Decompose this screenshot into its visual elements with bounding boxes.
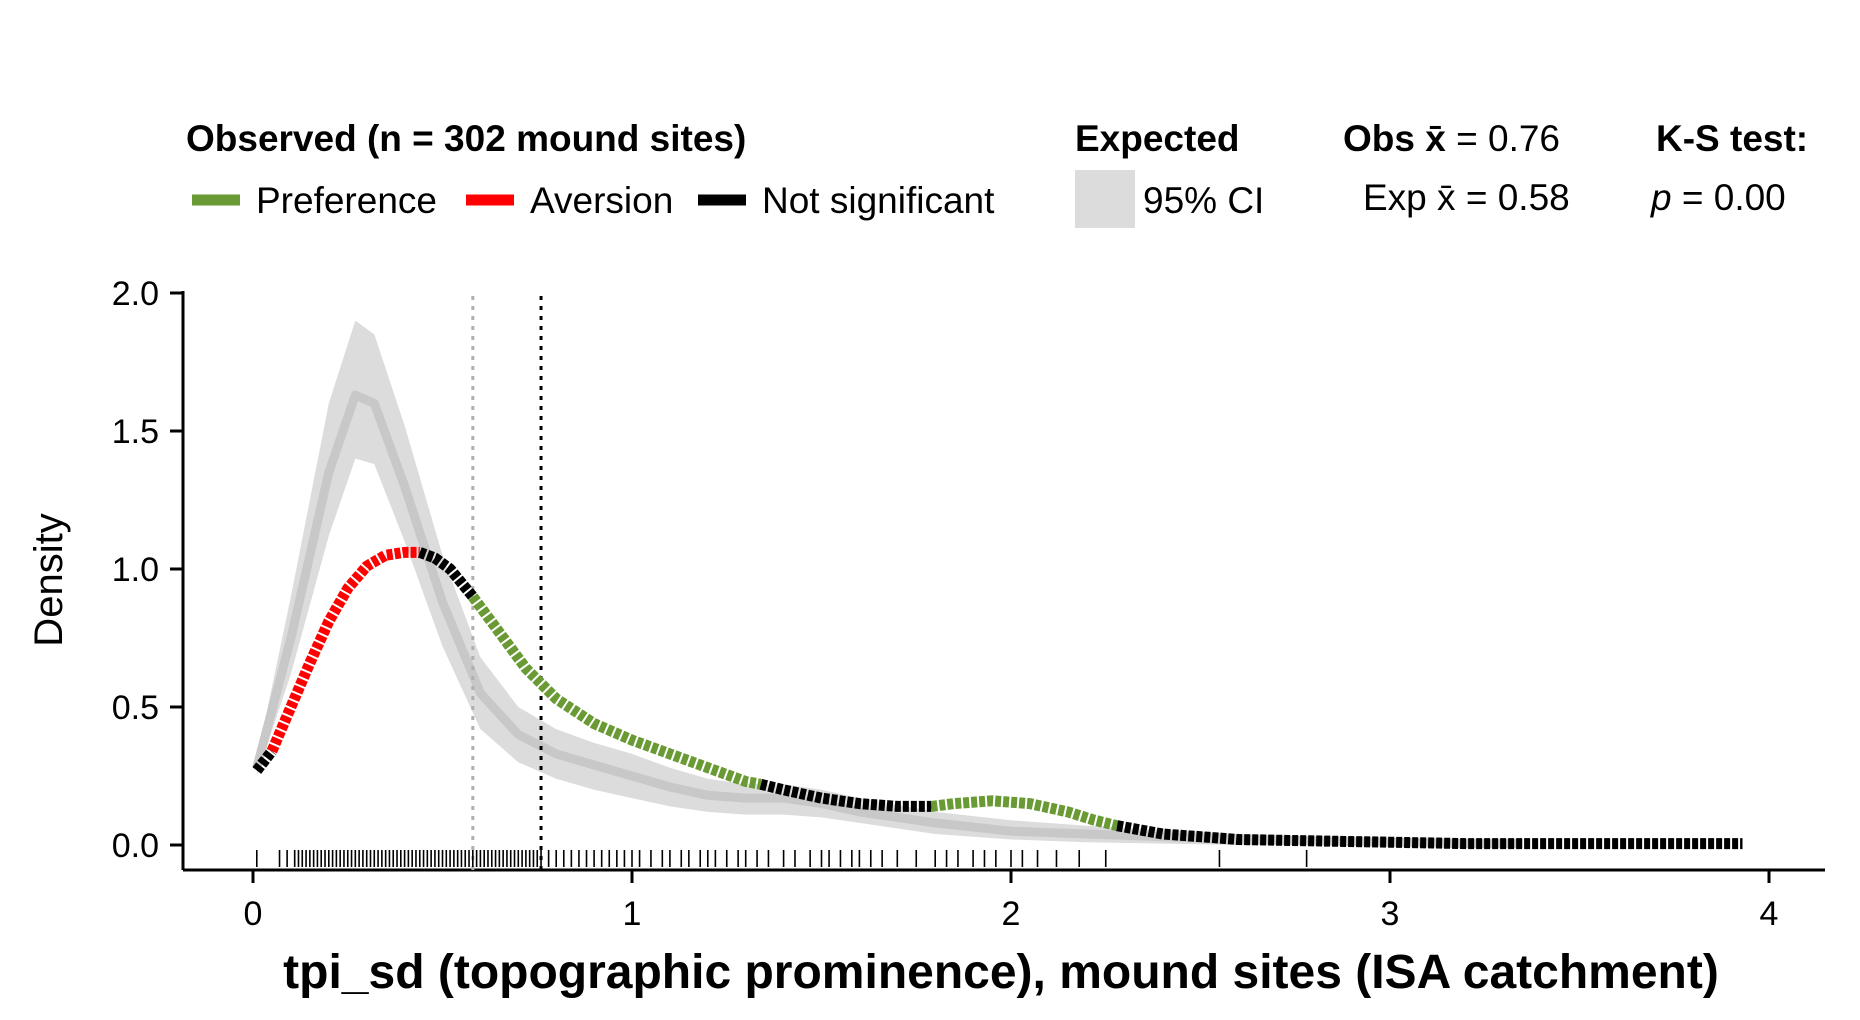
y-tick-label: 0.0 — [112, 827, 159, 865]
legend-ks-p-value: = 0.00 — [1672, 177, 1786, 218]
legend-expected-title: Expected — [1075, 118, 1240, 159]
observed-segment-preference — [468, 593, 762, 790]
observed-segment-not-significant — [759, 778, 932, 812]
legend-obs-mean-value: = 0.76 — [1446, 118, 1560, 159]
y-tick-label: 1.0 — [112, 551, 159, 589]
legend: Observed (n = 302 mound sites) Preferenc… — [186, 118, 1808, 228]
expected-density-line — [252, 390, 1523, 849]
y-axis-title: Density — [27, 513, 71, 646]
legend-observed-title: Observed (n = 302 mound sites) — [186, 118, 746, 159]
observed-segment-not-significant — [1116, 820, 1743, 850]
legend-obs-mean-label: Obs x̄ — [1343, 118, 1446, 159]
observed-segment-preference — [930, 795, 1119, 832]
y-tick-label: 0.5 — [112, 689, 159, 727]
x-axis-title: tpi_sd (topographic prominence), mound s… — [283, 946, 1719, 999]
x-tick-label: 0 — [244, 895, 263, 933]
observed-segment-not-significant — [417, 547, 478, 601]
legend-exp-mean-label: Exp x̄ — [1363, 177, 1456, 218]
y-tick-label: 1.5 — [112, 413, 159, 451]
x-tick-label: 3 — [1381, 895, 1400, 933]
legend-label-ci: 95% CI — [1143, 180, 1264, 221]
x-tick-label: 4 — [1760, 895, 1779, 933]
plot-area: 0.0 0.5 1.0 1.5 2.0 0 1 2 3 4 — [112, 275, 1825, 933]
legend-label-aversion: Aversion — [530, 180, 673, 221]
legend-ks-title: K-S test: — [1656, 118, 1808, 159]
legend-swatch-ci — [1075, 170, 1135, 228]
legend-ks-p-label: p — [1650, 177, 1672, 218]
expected-ci-band — [256, 320, 1523, 846]
observed-segment-not-significant — [252, 747, 277, 774]
legend-exp-mean: Exp x̄ = 0.58 — [1363, 177, 1570, 218]
legend-obs-mean: Obs x̄ = 0.76 — [1343, 118, 1560, 159]
legend-ks-p: p = 0.00 — [1650, 177, 1786, 218]
legend-label-preference: Preference — [256, 180, 437, 221]
legend-exp-mean-value: = 0.58 — [1456, 177, 1570, 218]
y-tick-label: 2.0 — [112, 275, 159, 313]
observed-segment-aversion — [266, 546, 420, 754]
legend-label-not-significant: Not significant — [762, 180, 995, 221]
x-tick-label: 2 — [1002, 895, 1021, 933]
x-tick-label: 1 — [623, 895, 642, 933]
